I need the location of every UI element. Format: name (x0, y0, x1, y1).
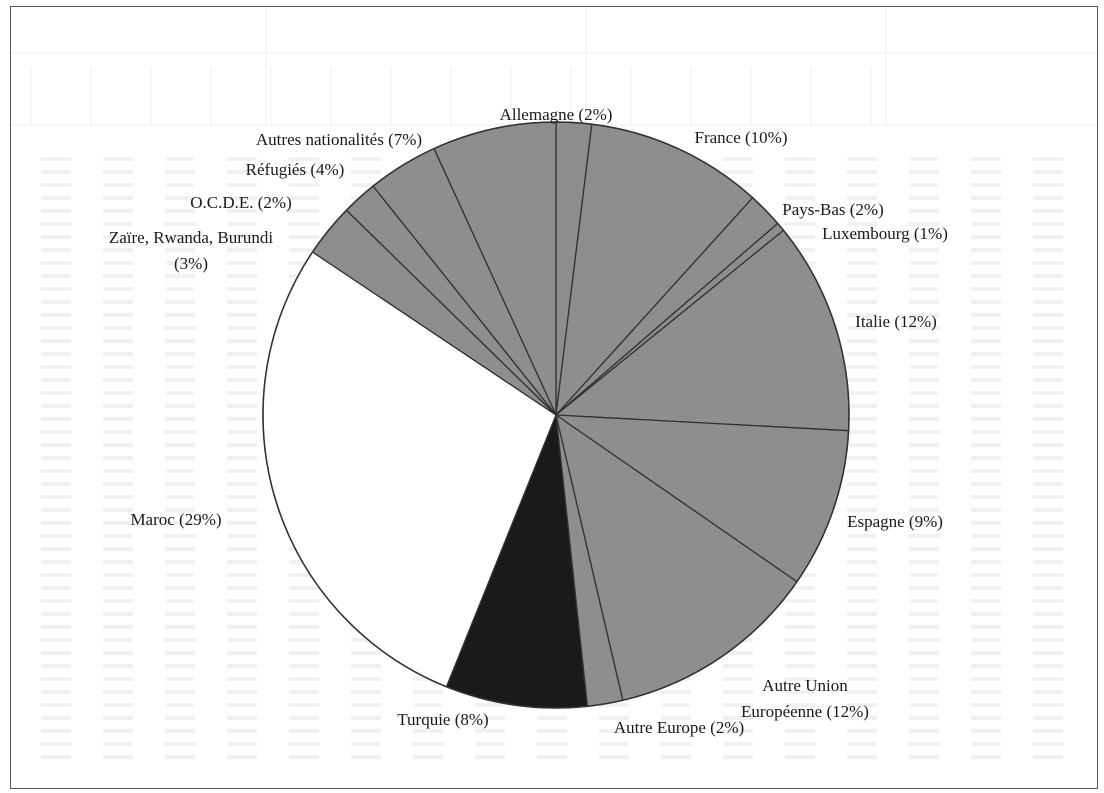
pie-label-luxembourg-1: Luxembourg (1%) (822, 224, 948, 243)
pie-outline (262, 121, 850, 709)
pie-label-autre-union-europeenne-12: Autre Union Européenne (12%) (741, 676, 869, 721)
pie-label-italie-12: Italie (12%) (855, 312, 937, 331)
pie-label-maroc-29: Maroc (29%) (130, 510, 221, 529)
pie-labels: Allemagne (2%) France (10%) Pays-Bas (2%) L… (109, 105, 948, 737)
pie-label-zaire-rwanda-burundi-3: Zaïre, Rwanda, Burundi (3%) (109, 228, 274, 273)
chart-frame: Allemagne (2%) France (10%) Pays-Bas (2%) L… (10, 6, 1098, 789)
pie-label-france-10: France (10%) (695, 128, 788, 147)
pie-label-autre-europe-2: Autre Europe (2%) (614, 718, 744, 737)
pie-slices (262, 121, 850, 709)
pie-label-autres-nationalites-7: Autres nationalités (7%) (256, 130, 422, 149)
pie-label-espagne-9: Espagne (9%) (847, 512, 943, 531)
pie-chart: Allemagne (2%) France (10%) Pays-Bas (2%) L… (109, 105, 948, 737)
pie-label-refugies-4: Réfugiés (4%) (246, 160, 345, 179)
pie-label-pays-bas-2: Pays-Bas (2%) (782, 200, 884, 219)
pie-label-o-c-d-e-2: O.C.D.E. (2%) (190, 193, 292, 212)
pie-label-turquie-8: Turquie (8%) (397, 710, 488, 729)
pie-label-allemagne-2: Allemagne (2%) (500, 105, 613, 124)
